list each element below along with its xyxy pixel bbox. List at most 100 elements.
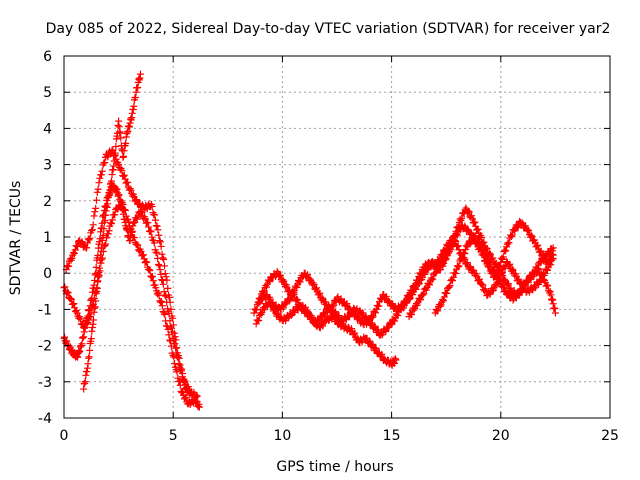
data-point-marker xyxy=(73,309,81,317)
data-point-marker xyxy=(293,284,301,292)
data-point-marker xyxy=(157,242,165,250)
data-point-marker xyxy=(115,161,123,169)
data-point-marker xyxy=(117,198,125,206)
data-point-marker xyxy=(545,250,553,258)
data-point-marker xyxy=(172,336,180,344)
data-point-marker xyxy=(89,316,97,324)
data-point-marker xyxy=(276,271,284,279)
data-point-marker xyxy=(195,403,203,411)
data-point-marker xyxy=(456,215,464,223)
data-point-marker xyxy=(88,294,96,302)
data-point-marker xyxy=(257,295,265,303)
data-point-marker xyxy=(61,283,69,291)
data-point-marker xyxy=(538,276,546,284)
data-point-marker xyxy=(179,388,187,396)
data-point-marker xyxy=(452,270,460,278)
y-tick-label: 5 xyxy=(43,85,52,101)
data-point-marker xyxy=(103,234,111,242)
data-point-marker xyxy=(92,196,100,204)
data-point-marker xyxy=(81,378,89,386)
series-track-4 xyxy=(62,146,201,402)
data-point-marker xyxy=(88,227,96,235)
data-point-marker xyxy=(160,255,168,263)
data-point-marker xyxy=(443,289,451,297)
data-point-marker xyxy=(408,288,416,296)
data-point-marker xyxy=(151,216,159,224)
data-point-marker xyxy=(145,266,153,274)
data-point-marker xyxy=(452,237,460,245)
data-point-marker xyxy=(94,251,102,259)
data-point-marker xyxy=(372,344,380,352)
data-point-marker xyxy=(282,281,290,289)
data-point-marker xyxy=(75,314,83,322)
data-point-marker xyxy=(551,309,559,317)
data-point-marker xyxy=(453,231,461,239)
data-point-marker xyxy=(371,322,379,330)
data-point-marker xyxy=(147,228,155,236)
data-point-marker xyxy=(350,330,358,338)
data-point-marker xyxy=(159,254,167,262)
data-point-marker xyxy=(70,300,78,308)
data-point-marker xyxy=(153,249,161,257)
data-point-marker xyxy=(475,236,483,244)
data-point-marker xyxy=(260,287,268,295)
data-point-marker xyxy=(353,334,361,342)
data-point-marker xyxy=(495,276,503,284)
data-point-marker xyxy=(146,227,154,235)
data-point-marker xyxy=(158,302,166,310)
data-point-marker xyxy=(549,244,557,252)
data-point-marker xyxy=(85,353,93,361)
data-point-marker xyxy=(301,303,309,311)
data-point-marker xyxy=(436,302,444,310)
data-point-marker xyxy=(453,243,461,251)
data-point-marker xyxy=(146,267,154,275)
data-point-marker xyxy=(371,309,379,317)
data-point-marker xyxy=(145,223,153,231)
data-point-marker xyxy=(382,327,390,335)
data-point-marker xyxy=(502,247,510,255)
series-track-7 xyxy=(254,217,557,329)
data-point-marker xyxy=(173,344,181,352)
data-point-marker xyxy=(148,272,156,280)
data-point-marker xyxy=(107,219,115,227)
data-point-marker xyxy=(98,167,106,175)
data-point-marker xyxy=(408,287,416,295)
data-point-marker xyxy=(70,250,78,258)
data-point-marker xyxy=(412,300,420,308)
data-point-marker xyxy=(309,279,317,287)
data-point-marker xyxy=(546,288,554,296)
data-point-marker xyxy=(484,255,492,263)
data-point-marker xyxy=(86,346,94,354)
data-point-marker xyxy=(510,226,518,234)
data-point-marker xyxy=(435,266,443,274)
data-point-marker xyxy=(169,321,177,329)
data-point-marker xyxy=(512,294,520,302)
data-point-marker xyxy=(462,242,470,250)
data-point-marker xyxy=(71,308,79,316)
data-point-marker xyxy=(387,321,395,329)
data-point-marker xyxy=(417,269,425,277)
data-point-marker xyxy=(255,316,263,324)
data-point-marker xyxy=(543,266,551,274)
data-point-marker xyxy=(365,337,373,345)
data-point-marker xyxy=(499,253,507,261)
data-point-marker xyxy=(65,262,73,270)
data-point-marker xyxy=(497,258,505,266)
y-axis-label: SDTVAR / TECUs xyxy=(8,181,24,296)
x-tick-label: 15 xyxy=(383,428,401,444)
data-point-marker xyxy=(78,238,86,246)
data-point-marker xyxy=(161,311,169,319)
data-point-marker xyxy=(402,298,410,306)
data-point-marker xyxy=(108,216,116,224)
data-point-marker xyxy=(440,246,448,254)
data-point-marker xyxy=(478,280,486,288)
data-point-marker xyxy=(89,300,97,308)
data-point-marker xyxy=(369,312,377,320)
data-point-marker xyxy=(485,260,493,268)
data-point-marker xyxy=(108,220,116,228)
data-point-marker xyxy=(503,240,511,248)
data-point-marker xyxy=(518,219,526,227)
data-point-marker xyxy=(533,242,541,250)
data-point-marker xyxy=(127,186,135,194)
data-point-marker xyxy=(156,297,164,305)
